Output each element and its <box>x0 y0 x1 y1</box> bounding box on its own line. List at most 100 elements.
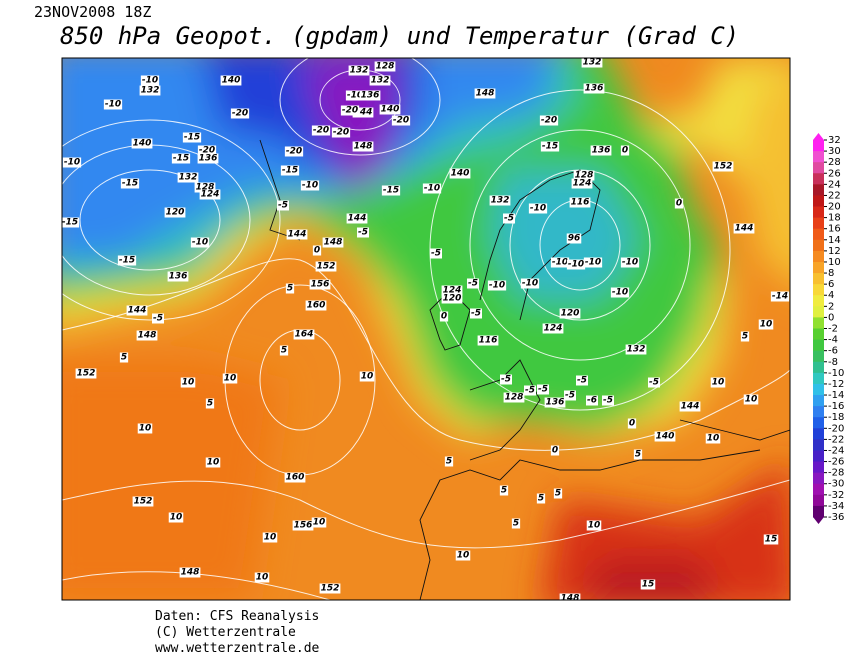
contour-label-box <box>654 431 676 442</box>
contour-label-box <box>220 75 242 86</box>
contour-label: -5 <box>538 385 548 395</box>
contour-label-box <box>348 65 370 76</box>
contour-label: 124 <box>544 324 563 334</box>
contour-label-box <box>137 423 153 434</box>
colorbar-tick-label: -28 <box>828 468 844 479</box>
colorbar-segment <box>813 472 824 485</box>
contour-label-box <box>511 518 521 529</box>
contour-label: 120 <box>561 309 580 319</box>
contour-label-box <box>374 61 396 72</box>
contour-label-box <box>583 257 603 268</box>
contour-label: 144 <box>128 306 147 316</box>
contour-label-box <box>352 107 374 118</box>
contour-label-box <box>322 237 344 248</box>
contour-label-box <box>733 223 755 234</box>
contour-label: 132 <box>627 345 646 355</box>
colorbar-segment <box>813 140 824 152</box>
colorbar-segment <box>813 184 824 196</box>
colorbar-segment <box>813 295 824 307</box>
contour-label-box <box>136 330 158 341</box>
contour-label: 148 <box>354 142 373 152</box>
contour-label-box <box>126 305 148 316</box>
contour-label-box <box>164 207 186 218</box>
colorbar-segment <box>813 206 824 219</box>
contour-label: 160 <box>286 473 305 483</box>
contour-label-box <box>444 456 454 467</box>
colorbar-segment <box>813 173 824 185</box>
contour-label: 116 <box>571 198 590 208</box>
contour-label: 10 <box>207 458 220 468</box>
contour-label-box <box>610 287 630 298</box>
contour-label: 132 <box>350 66 369 76</box>
contour-label-box <box>430 248 442 259</box>
contour-label: 128 <box>505 393 524 403</box>
contour-label: 120 <box>443 294 462 304</box>
contour-label: 5 <box>742 332 748 342</box>
contour-label-box <box>550 257 570 268</box>
contour-label: 5 <box>287 284 293 294</box>
contour-label-box <box>539 115 559 126</box>
contour-label-box <box>391 115 411 126</box>
contour-label-box <box>770 291 790 302</box>
contour-label: -5 <box>577 376 587 386</box>
contour-label-box <box>528 203 548 214</box>
contour-label-box <box>487 280 507 291</box>
contour-label-box <box>455 550 471 561</box>
contour-label: 5 <box>281 346 287 356</box>
contour-label-box <box>489 195 511 206</box>
contour-label: -5 <box>468 279 478 289</box>
contour-label-box <box>305 300 327 311</box>
contour-label: 144 <box>354 108 373 118</box>
footer-source: Daten: CFS Reanalysis <box>155 609 319 624</box>
contour-label: 160 <box>307 301 326 311</box>
contour-label-box <box>763 534 779 545</box>
contour-label: 148 <box>561 594 580 604</box>
contour-label: -10 <box>302 181 318 191</box>
contour-label: 5 <box>555 489 561 499</box>
contour-label-box <box>177 172 199 183</box>
contour-label-box <box>284 472 306 483</box>
contour-label: -5 <box>431 249 441 259</box>
contour-label: -10 <box>552 258 568 268</box>
contour-label-box <box>190 237 210 248</box>
colorbar-segment <box>813 250 824 263</box>
colorbar-tick-label: 16 <box>828 224 841 235</box>
contour-label: 124 <box>201 190 220 200</box>
contour-label-box <box>262 532 278 543</box>
contour-label: -10 <box>568 260 584 270</box>
contour-label: 140 <box>656 432 675 442</box>
contour-label: 10 <box>745 395 758 405</box>
contour-label-box <box>132 496 154 507</box>
contour-label-box <box>345 90 365 101</box>
contour-label: 144 <box>348 214 367 224</box>
colorbar-segment <box>813 284 824 296</box>
contour-label: -14 <box>772 292 788 302</box>
contour-label: -10 <box>522 279 538 289</box>
contour-label-box <box>357 227 369 238</box>
contour-label-box <box>120 178 140 189</box>
contour-label-box <box>62 217 80 228</box>
contour-label: -5 <box>278 201 288 211</box>
contour-label-box <box>180 377 196 388</box>
contour-label: 10 <box>457 551 470 561</box>
contour-label: 136 <box>361 91 380 101</box>
contour-label-box <box>640 579 656 590</box>
contour-label-box <box>500 374 512 385</box>
colorbar-segment <box>813 162 824 174</box>
contour-label: 5 <box>635 450 641 460</box>
contour-label: -5 <box>565 391 575 401</box>
contour-label-box <box>359 371 375 382</box>
contour-label: 10 <box>313 518 326 528</box>
contour-label-box <box>171 153 191 164</box>
contour-label-box <box>503 392 525 403</box>
contour-label: 148 <box>181 568 200 578</box>
contour-label-box <box>331 127 351 138</box>
contour-label: 10 <box>182 378 195 388</box>
contour-label-box <box>319 583 341 594</box>
contour-label-box <box>194 182 216 193</box>
contour-label: 10 <box>170 513 183 523</box>
contour-label: 128 <box>575 171 594 181</box>
contour-label: -20 <box>333 128 349 138</box>
contour-label: -15 <box>383 186 399 196</box>
contour-label-box <box>571 178 593 189</box>
